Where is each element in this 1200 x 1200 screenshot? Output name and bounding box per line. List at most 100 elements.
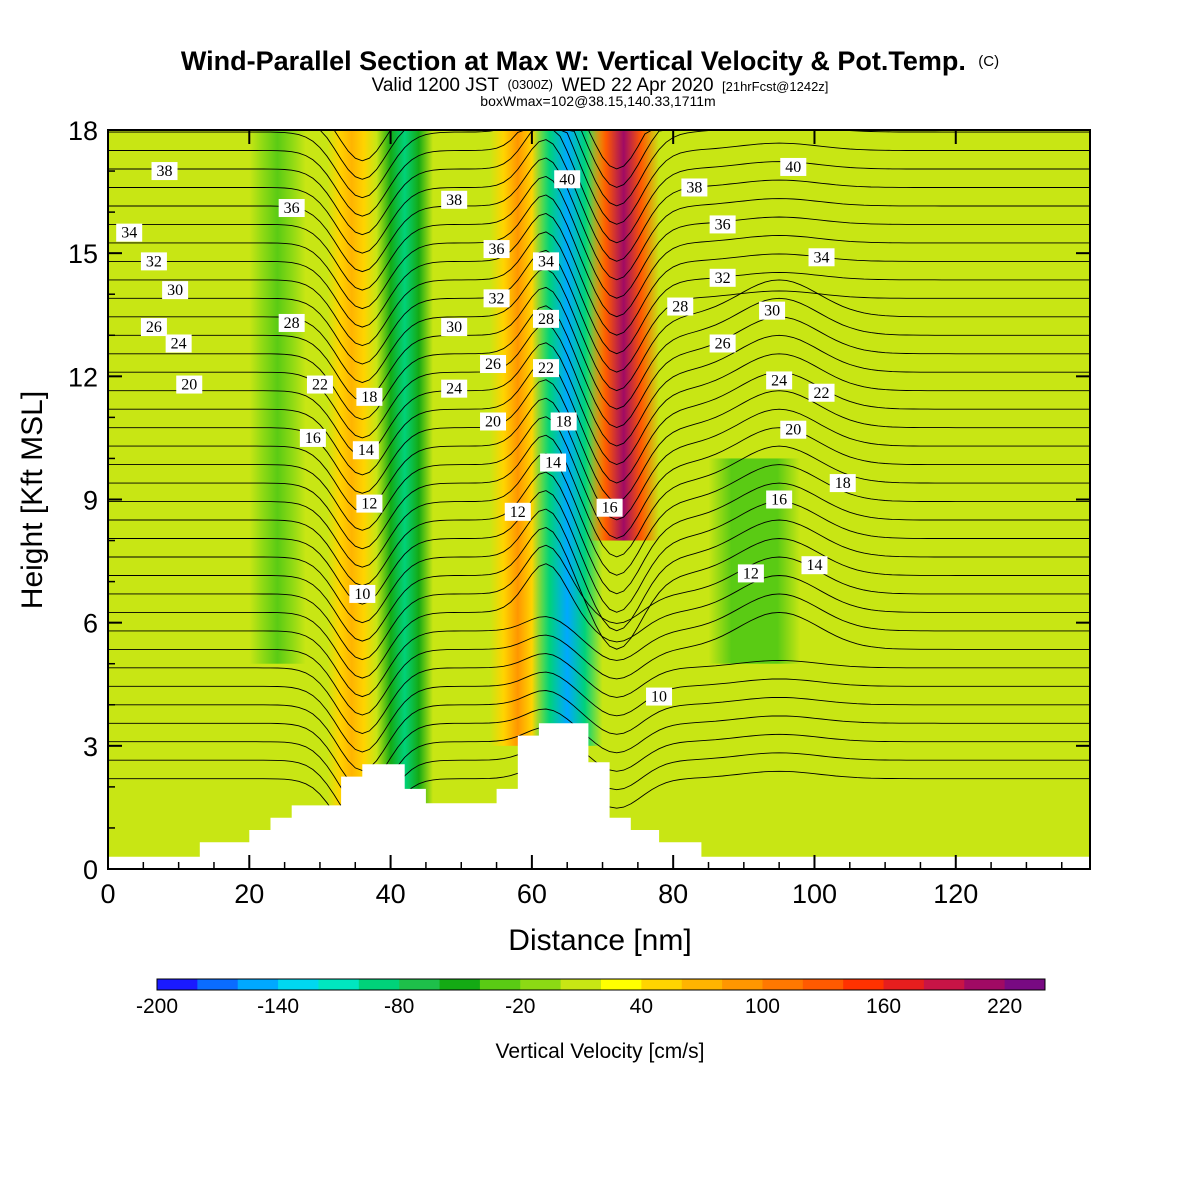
contour-label: 34	[808, 248, 835, 267]
colorbar-swatch	[883, 979, 925, 990]
contour-label: 32	[709, 268, 736, 287]
y-tick-label: 6	[83, 609, 98, 639]
theta-contour-line	[108, 176, 1090, 299]
x-axis-label: Distance [nm]	[508, 924, 691, 957]
x-tick-label: 100	[792, 879, 837, 909]
contour-label: 22	[808, 383, 835, 402]
colorbar-swatch	[520, 979, 562, 990]
contour-label-text: 36	[715, 216, 731, 233]
contour-label: 28	[278, 313, 305, 332]
y-tick-label: 0	[83, 855, 98, 885]
contour-label-text: 18	[556, 413, 572, 430]
contour-label-box	[801, 556, 828, 575]
contour-label-text: 22	[538, 360, 554, 377]
theta-contour-line	[108, 305, 1090, 428]
contour-label: 36	[709, 215, 736, 234]
colorbar-swatch	[1004, 979, 1046, 990]
contour-label-box	[808, 248, 835, 267]
y-tick-label: 18	[68, 116, 98, 146]
y-tick-label: 3	[83, 732, 98, 762]
contour-label: 30	[759, 301, 786, 320]
contour-label-text: 30	[764, 303, 780, 320]
theta-contour-line	[108, 130, 1090, 188]
theta-contour-line	[108, 708, 1090, 790]
contour-label-text: 12	[361, 496, 377, 513]
colorbar-tick-label: 160	[866, 995, 901, 1018]
theta-contour-line	[108, 416, 1090, 539]
theta-contour-line	[108, 342, 1090, 465]
colorbar-swatch	[197, 979, 239, 990]
contour-label-box	[780, 157, 807, 176]
colorbar-tick-label: -200	[136, 995, 178, 1018]
chart-title: Wind-Parallel Section at Max W: Vertical…	[181, 46, 999, 76]
contour-label-box	[165, 334, 192, 353]
theta-contour-line	[108, 527, 1090, 650]
contour-label: 38	[681, 178, 708, 197]
theta-contour-line	[108, 286, 1090, 410]
chart-title-main: Wind-Parallel Section at Max W: Vertical…	[181, 46, 966, 76]
contour-label-text: 20	[181, 377, 197, 394]
contour-label-box	[352, 441, 379, 460]
contour-label: 20	[780, 420, 807, 439]
theta-contour-line	[108, 653, 1090, 734]
contour-label: 18	[550, 412, 577, 431]
contour-labels: 38 34 36 32 30 28 26 24 20 22 18 16 14 12 10 38 36 32 30 26…	[116, 157, 856, 706]
y-tick-label: 9	[83, 486, 98, 516]
colorbar-tick-label: 40	[630, 995, 653, 1018]
colorbar-swatch	[762, 979, 804, 990]
contour-label-text: 14	[545, 455, 561, 472]
contour-label: 12	[504, 502, 531, 521]
contour-label-text: 24	[446, 381, 462, 398]
contour-label-text: 38	[446, 192, 462, 209]
theta-contour-line	[108, 157, 1090, 281]
contour-label: 22	[533, 359, 560, 378]
contour-label-box	[483, 289, 510, 308]
contour-label-box	[504, 502, 531, 521]
contour-label-text: 32	[489, 290, 505, 307]
velocity-band	[249, 130, 306, 664]
contour-label: 14	[801, 556, 828, 575]
contour-label: 16	[596, 498, 623, 517]
contour-label-text: 10	[651, 689, 667, 706]
contour-label-box	[480, 412, 507, 431]
contour-label-box	[780, 420, 807, 439]
contour-label: 28	[533, 309, 560, 328]
colorbar-swatch	[681, 979, 723, 990]
y-tick-label: 15	[68, 239, 98, 269]
theta-contour-line	[108, 231, 1090, 355]
contour-label-box	[441, 318, 468, 337]
contour-label-box	[533, 252, 560, 271]
contour-label: 20	[480, 412, 507, 431]
x-tick-label: 80	[658, 879, 688, 909]
colorbar: -200 -140 -80 -20 40 100 160 220	[136, 978, 1046, 1018]
colorbar-swatch	[722, 979, 763, 990]
box-info: boxWmax=102@38.15,140.33,1711m	[480, 93, 715, 109]
colorbar-swatch	[318, 979, 360, 990]
contour-label-text: 18	[361, 389, 377, 406]
chart-title-copyright: (C)	[978, 53, 999, 70]
contour-label: 14	[352, 441, 379, 460]
contour-label-text: 10	[354, 586, 370, 603]
contour-label-text: 26	[715, 335, 731, 352]
contour-label-text: 34	[121, 225, 137, 242]
contour-label-text: 36	[284, 200, 300, 217]
contour-label: 16	[299, 428, 326, 447]
contour-label-text: 20	[785, 422, 801, 439]
contour-label: 34	[116, 223, 143, 242]
colorbar-swatch	[237, 979, 279, 990]
contour-label-text: 28	[672, 299, 688, 316]
theta-contour-line	[108, 611, 1090, 716]
colorbar-swatch	[843, 979, 885, 990]
colorbar-swatch	[278, 979, 319, 990]
contour-label-text: 20	[485, 413, 501, 430]
contour-label-box	[709, 268, 736, 287]
contour-label-box	[766, 490, 793, 509]
contour-label: 32	[140, 252, 167, 271]
colorbar-swatch	[923, 979, 965, 990]
valid-time-prefix: Valid 1200 JST	[372, 75, 500, 96]
contour-label: 16	[766, 490, 793, 509]
contour-label-text: 26	[146, 319, 162, 336]
contour-label-box	[299, 428, 326, 447]
contour-label: 12	[356, 494, 383, 513]
